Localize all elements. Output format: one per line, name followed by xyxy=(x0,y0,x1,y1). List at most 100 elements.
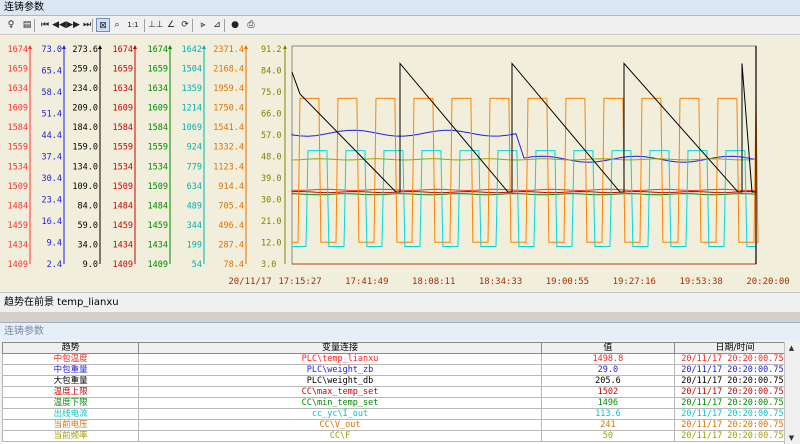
x-tick-label: 17:41:49 xyxy=(345,277,388,287)
table-scrollbar[interactable]: ▲ ▼ xyxy=(784,342,798,444)
x-tick-label: 18:08:11 xyxy=(412,277,455,287)
x-tick-label: 20/11/17 xyxy=(228,277,271,287)
y-tick-label: 1559 xyxy=(113,143,133,153)
value-cell: 50 xyxy=(540,430,675,442)
y-tick-label: 1484 xyxy=(148,201,168,211)
trend-chart-pane[interactable]: 1674 1659 1634 1609 1584 1559 1534 1509 1484 1459… xyxy=(0,36,800,291)
zoom-box-icon[interactable]: ⊠ xyxy=(96,18,110,32)
y-tick-label: 1674 xyxy=(113,45,133,55)
y-tick-label: 109.0 xyxy=(72,182,98,192)
y-tick-label: 91.2 xyxy=(261,45,281,55)
table-row[interactable]: 出线电流 cc_yc\I_out 113.6 20/11/17 20:20:00.75… xyxy=(2,408,797,420)
y-tick-label: 259.0 xyxy=(72,65,98,75)
y-axis-arrow xyxy=(168,45,172,49)
trend-name-cell: 当前频率 xyxy=(2,430,140,442)
trend-name-cell: 温度下限 xyxy=(2,397,140,409)
series-line xyxy=(291,158,757,161)
y-tick-label: 273.6 xyxy=(72,45,98,55)
scroll-down-icon[interactable]: ▼ xyxy=(788,434,795,442)
splitter[interactable] xyxy=(0,312,800,322)
col-header-trend[interactable]: 趋势 xyxy=(2,342,140,354)
y-tick-label: 1750.4 xyxy=(213,104,244,114)
y-tick-label: 57.0 xyxy=(261,131,281,141)
list-icon[interactable]: ▤ xyxy=(22,20,32,30)
y-tick-label: 1434 xyxy=(113,240,133,250)
y-tick-label: 1634 xyxy=(8,84,28,94)
rewind-icon[interactable]: ◀◀ xyxy=(52,20,66,30)
y-tick-label: 1659 xyxy=(113,65,133,75)
table-row[interactable]: 中包温度 PLC\temp_lianxu 1498.8 20/11/17 20:20:… xyxy=(2,353,797,365)
y-tick-label: 496.4 xyxy=(218,221,244,231)
y-tick-label: 1123.4 xyxy=(213,162,244,172)
y-tick-label: 1509 xyxy=(113,182,133,192)
status-bar: 趋势在前景 temp_lianxu xyxy=(0,292,800,312)
y-tick-label: 1534 xyxy=(148,162,168,172)
link-cell: PLC\weight_zb xyxy=(138,364,542,376)
series-line xyxy=(291,188,757,192)
y-tick-label: 1634 xyxy=(148,84,168,94)
y-tick-label: 1359 xyxy=(182,84,202,94)
y-tick-label: 1534 xyxy=(113,162,133,172)
y-tick-label: 1534 xyxy=(8,162,28,172)
y-tick-label: 73.0 xyxy=(42,45,62,55)
y-tick-label: 1459 xyxy=(148,221,168,231)
zoom-icon[interactable]: ⌕ xyxy=(114,20,120,30)
x-tick-label: 19:27:16 xyxy=(613,277,656,287)
print-icon[interactable]: ⎙ xyxy=(247,20,255,30)
trend-name-cell: 中包重量 xyxy=(2,364,140,376)
toolbar-separator xyxy=(192,19,193,32)
refresh-icon[interactable]: ⟳ xyxy=(181,20,189,30)
zoom-reset-label[interactable]: 1:1 xyxy=(127,21,139,29)
y-tick-label: 184.0 xyxy=(72,123,98,133)
y-axis-arrow xyxy=(62,45,66,49)
value-cell: 1502 xyxy=(540,386,675,398)
y-axis-arrow xyxy=(202,45,206,49)
table-row[interactable]: 温度上限 CC\max_temp_set 1502 20/11/17 20:20:00… xyxy=(2,386,797,398)
table-row[interactable]: 当前频率 CC\F 50 20/11/17 20:20:00.759 xyxy=(2,430,797,442)
cursor-icon[interactable]: ⊥⊥ xyxy=(148,20,164,30)
y-tick-label: 1541.4 xyxy=(213,123,244,133)
chart2-icon[interactable]: ⊿ xyxy=(213,20,221,30)
table-row[interactable]: 大包重量 PLC\weight_db 205.6 20/11/17 20:20:00.… xyxy=(2,375,797,387)
table-row[interactable]: 中包重量 PLC\weight_zb 29.0 20/11/17 20:20:00.7… xyxy=(2,364,797,376)
y-tick-label: 1674 xyxy=(8,45,28,55)
y-tick-label: 1459 xyxy=(113,221,133,231)
link-cell: CC\max_temp_set xyxy=(138,386,542,398)
col-header-value[interactable]: 值 xyxy=(540,342,675,354)
y-tick-label: 12.0 xyxy=(261,239,281,249)
y-tick-label: 39.0 xyxy=(261,174,281,184)
table-row[interactable]: 温度下限 CC\min_temp_set 1496 20/11/17 20:20:00… xyxy=(2,397,797,409)
first-icon[interactable]: ⏮ xyxy=(40,20,50,30)
y-tick-label: 1674 xyxy=(148,45,168,55)
y-tick-label: 914.4 xyxy=(218,182,244,192)
trend-chart[interactable]: 1674 1659 1634 1609 1584 1559 1534 1509 1484 1459… xyxy=(0,36,800,291)
link-cell: PLC\weight_db xyxy=(138,375,542,387)
y-tick-label: 9.4 xyxy=(47,239,62,249)
y-tick-label: 78.4 xyxy=(224,260,244,270)
table-row[interactable]: 当前电压 CC\V_out 241 20/11/17 20:20:00.759 xyxy=(2,419,797,431)
series-line xyxy=(292,150,756,248)
record-icon[interactable]: ● xyxy=(231,20,239,30)
angle-icon[interactable]: ∠ xyxy=(166,20,176,30)
col-header-datetime[interactable]: 日期/时间 xyxy=(673,342,797,354)
trend-name-cell: 大包重量 xyxy=(2,375,140,387)
y-tick-label: 65.4 xyxy=(42,67,62,77)
y-tick-label: 489 xyxy=(187,201,202,211)
y-tick-label: 1642 xyxy=(182,45,202,55)
x-tick-label: 20:20:00 xyxy=(746,277,789,287)
y-tick-label: 2168.4 xyxy=(213,65,244,75)
col-header-link[interactable]: 变量连接 xyxy=(138,342,542,354)
chart-icon[interactable]: ⫸ xyxy=(200,20,206,30)
y-tick-label: 1409 xyxy=(113,260,133,270)
y-tick-label: 54 xyxy=(192,260,202,270)
forward-icon[interactable]: ▶▶ xyxy=(66,20,80,30)
value-cell: 241 xyxy=(540,419,675,431)
trend-name-cell: 中包温度 xyxy=(2,353,140,365)
link-cell: PLC\temp_lianxu xyxy=(138,353,542,365)
y-tick-label: 84.0 xyxy=(78,201,98,211)
y-tick-label: 1409 xyxy=(148,260,168,270)
scroll-up-icon[interactable]: ▲ xyxy=(788,344,795,352)
last-icon[interactable]: ⏭ xyxy=(82,20,92,30)
pin-icon[interactable]: ♀ xyxy=(7,20,15,30)
